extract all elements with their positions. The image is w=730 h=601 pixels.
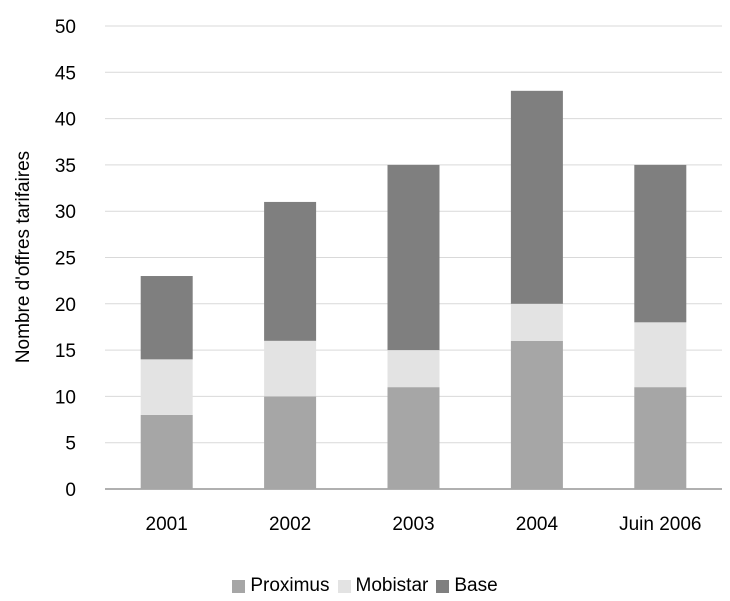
y-tick-label: 15 <box>55 341 76 362</box>
bar-proximus-2002 <box>264 396 317 489</box>
y-tick-label: 0 <box>65 480 76 501</box>
bar-base-2004 <box>510 90 563 304</box>
y-tick-label: 25 <box>55 249 76 270</box>
legend-label: Proximus <box>250 575 330 596</box>
legend-item-mobistar: Mobistar <box>337 575 429 597</box>
bar-proximus-2001 <box>140 414 193 489</box>
bar-base-2002 <box>264 201 317 341</box>
bar-mobistar-2002 <box>264 340 317 397</box>
bar-mobistar-juin-2006 <box>634 322 687 388</box>
y-tick-label: 45 <box>55 63 76 84</box>
y-tick-label: 50 <box>55 17 76 38</box>
bar-base-2003 <box>387 164 440 351</box>
y-tick-label: 35 <box>55 156 76 177</box>
y-tick-label: 10 <box>55 387 76 408</box>
bar-proximus-2003 <box>387 387 440 489</box>
bars <box>140 90 687 489</box>
y-tick-label: 20 <box>55 295 76 316</box>
y-tick-label: 40 <box>55 110 76 131</box>
bar-proximus-2004 <box>510 340 563 489</box>
legend-swatch <box>436 579 450 593</box>
legend-item-base: Base <box>436 575 498 597</box>
bar-mobistar-2003 <box>387 350 440 388</box>
x-tick-label: 2002 <box>269 514 311 535</box>
bar-base-2001 <box>140 276 193 360</box>
stacked-bar-chart: 0 5 10 15 20 25 30 35 40 45 50 2001 2002 2003 2004 Jui… <box>13 17 722 535</box>
bar-mobistar-2004 <box>510 303 563 341</box>
legend-label: Mobistar <box>355 575 429 596</box>
legend-swatch <box>232 579 246 593</box>
x-tick-label: 2003 <box>392 514 434 535</box>
legend: Proximus Mobistar Base <box>0 575 730 597</box>
x-tick-label: 2001 <box>146 514 188 535</box>
y-axis-label: Nombre d'offres tarifaires <box>13 151 34 363</box>
x-tick-label: Juin 2006 <box>619 514 701 535</box>
legend-item-proximus: Proximus <box>232 575 330 597</box>
y-tick-label: 30 <box>55 202 76 223</box>
x-axis-ticks: 2001 2002 2003 2004 Juin 2006 <box>146 514 702 535</box>
legend-label: Base <box>454 575 498 596</box>
y-axis-ticks: 0 5 10 15 20 25 30 35 40 45 50 <box>55 17 76 501</box>
x-tick-label: 2004 <box>516 514 559 535</box>
bar-base-juin-2006 <box>634 164 687 323</box>
y-tick-label: 5 <box>65 434 76 455</box>
bar-mobistar-2001 <box>140 359 193 415</box>
legend-swatch <box>337 579 351 593</box>
bar-proximus-juin-2006 <box>634 387 687 489</box>
